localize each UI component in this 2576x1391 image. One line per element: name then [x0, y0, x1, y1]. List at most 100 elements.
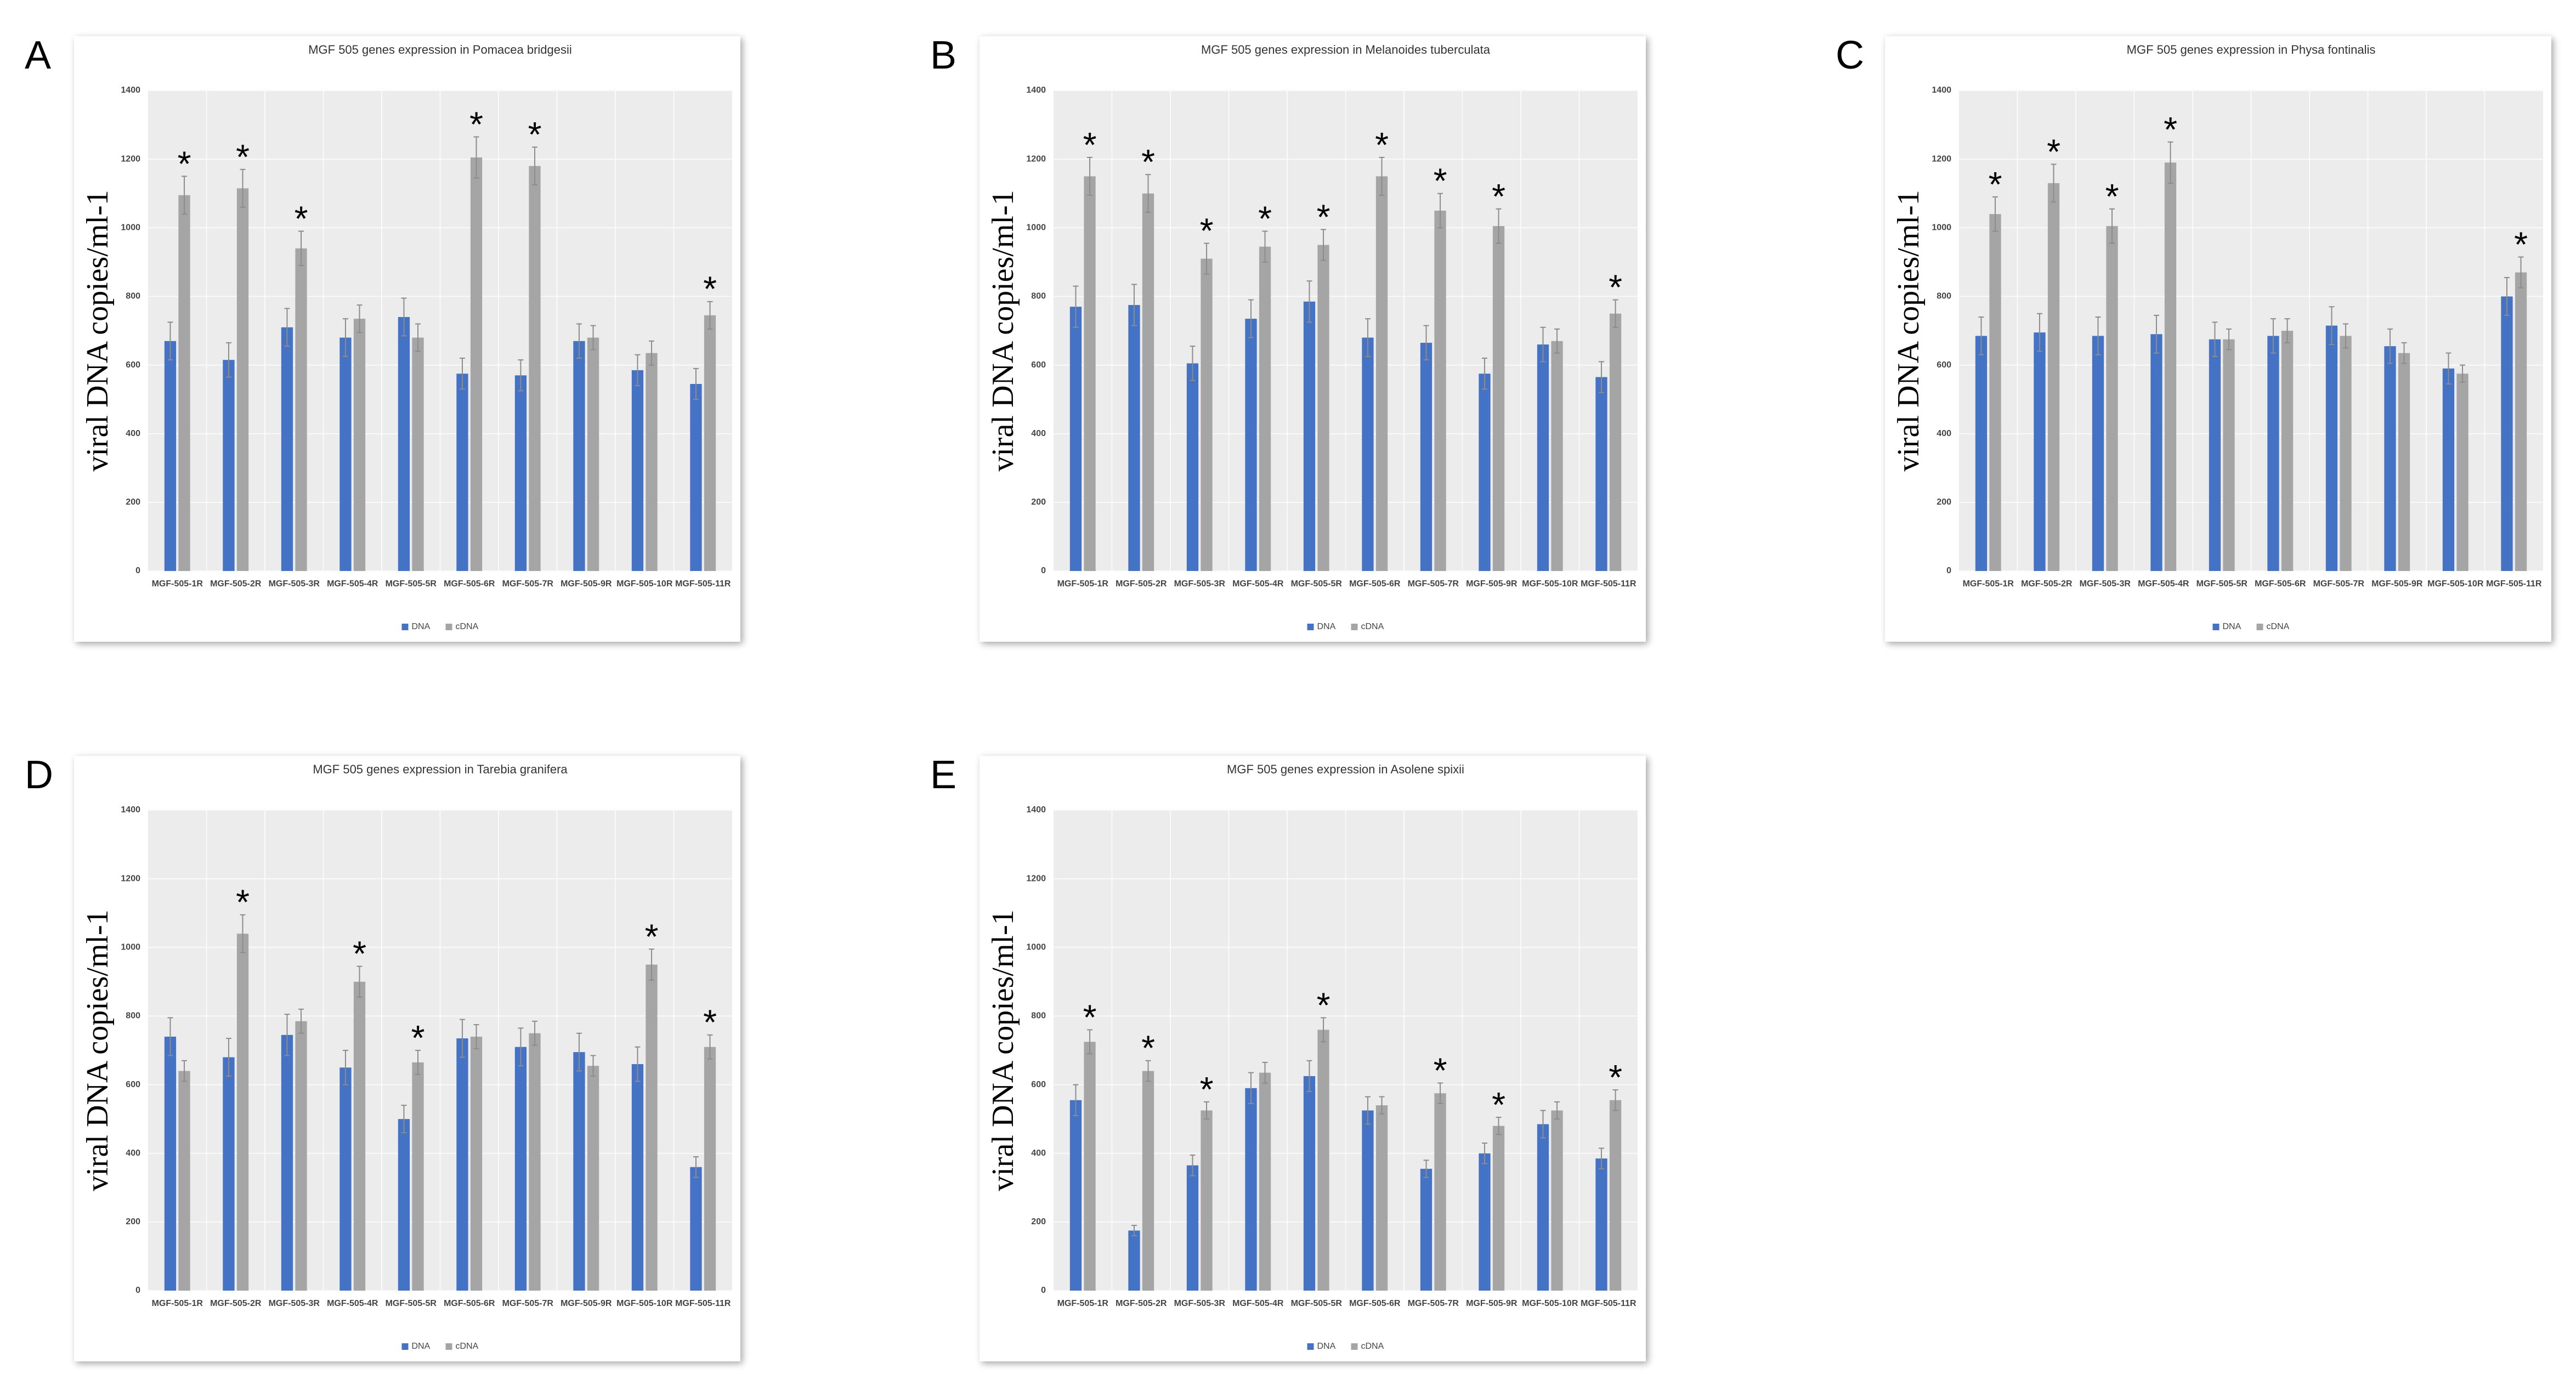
error-bar	[2445, 352, 2452, 384]
bar	[1420, 342, 1433, 571]
error-bar	[284, 1014, 290, 1056]
error-bar	[298, 230, 304, 267]
panel-label: E	[930, 753, 956, 797]
y-tick-label: 600	[126, 360, 140, 370]
error-bar	[1321, 229, 1327, 261]
error-bar	[590, 1055, 596, 1077]
error-bar	[1379, 157, 1385, 196]
legend-swatch	[2256, 624, 2263, 630]
legend-label: cDNA	[2267, 622, 2290, 631]
error-bar	[2460, 364, 2466, 383]
x-tick-label: MGF-505-9R	[2371, 579, 2423, 589]
y-tick-label: 1200	[1026, 874, 1046, 883]
legend-swatch	[445, 1343, 452, 1350]
error-bar	[2284, 318, 2290, 343]
x-tick-label: MGF-505-1R	[152, 1299, 203, 1308]
significance-mark: *	[1609, 1058, 1622, 1097]
significance-mark: *	[353, 934, 366, 974]
bar	[1069, 307, 1082, 571]
x-tick-label: MGF-505-6R	[444, 579, 495, 589]
bar	[1434, 211, 1446, 571]
error-bar	[1481, 358, 1487, 390]
y-tick-label: 400	[1031, 1149, 1046, 1158]
error-bar	[1554, 328, 1560, 354]
y-tick-label: 400	[1937, 429, 1951, 438]
bar	[2442, 368, 2455, 571]
y-tick-label: 1000	[1026, 943, 1046, 952]
significance-mark: *	[1492, 177, 1505, 216]
bar	[573, 341, 585, 571]
error-bar	[693, 367, 699, 400]
error-bar	[2167, 141, 2173, 184]
y-tick-label: 0	[1041, 1286, 1046, 1295]
legend-swatch	[445, 624, 452, 630]
error-bar	[1248, 299, 1254, 338]
legend-label: DNA	[2223, 622, 2241, 631]
error-bar	[284, 308, 290, 347]
error-bar	[1204, 242, 1210, 275]
error-bar	[1598, 361, 1604, 393]
bar	[1362, 1110, 1374, 1291]
bar	[2267, 336, 2279, 571]
y-tick-label: 1400	[121, 86, 140, 95]
x-tick-label: MGF-505-7R	[1408, 579, 1459, 589]
y-tick-label: 600	[1937, 360, 1951, 370]
chart-title: MGF 505 genes expression in Asolene spix…	[1227, 762, 1464, 776]
bar	[1375, 176, 1388, 571]
x-tick-label: MGF-505-3R	[269, 579, 320, 589]
significance-mark: *	[1083, 125, 1097, 165]
y-tick-label: 200	[126, 497, 140, 507]
y-axis-label: viral DNA copies/ml-1	[986, 909, 1020, 1191]
error-bar	[2153, 314, 2159, 354]
error-bar	[356, 304, 363, 333]
bar	[470, 157, 483, 571]
x-tick-label: MGF-505-5R	[1291, 579, 1343, 589]
chart-panel: MGF 505 genes expression in Melanoides t…	[980, 36, 1646, 642]
x-tick-label: MGF-505-10R	[616, 579, 673, 589]
bar	[646, 964, 658, 1291]
error-bar	[576, 1032, 582, 1072]
bar	[223, 360, 235, 571]
error-bar	[225, 1038, 231, 1077]
x-tick-label: MGF-505-3R	[1174, 1299, 1226, 1308]
x-tick-label: MGF-505-11R	[2486, 579, 2542, 589]
error-bar	[1978, 316, 1984, 355]
error-bar	[532, 1020, 538, 1046]
bar	[2515, 272, 2527, 572]
bar	[1609, 313, 1622, 571]
y-tick-label: 1400	[1026, 805, 1046, 815]
bar	[1551, 1110, 1563, 1291]
significance-mark: *	[1317, 985, 1331, 1025]
error-bar	[1612, 299, 1618, 328]
bar	[1375, 1105, 1388, 1291]
bar	[587, 337, 599, 571]
legend-swatch	[1351, 624, 1358, 630]
bar	[2034, 332, 2046, 571]
bar	[1434, 1093, 1446, 1291]
y-tick-label: 400	[126, 1149, 140, 1158]
bar	[2340, 336, 2352, 571]
error-bar	[298, 1008, 304, 1034]
error-bar	[182, 1060, 188, 1082]
bar	[339, 337, 352, 571]
x-tick-label: MGF-505-5R	[386, 579, 437, 589]
significance-mark: *	[1141, 142, 1155, 182]
error-bar	[518, 359, 524, 392]
significance-mark: *	[1375, 125, 1389, 165]
error-bar	[2095, 316, 2101, 355]
significance-mark: *	[469, 104, 483, 144]
x-tick-label: MGF-505-9R	[1466, 579, 1518, 589]
error-bar	[649, 340, 655, 366]
error-bar	[1554, 1101, 1560, 1120]
bar	[1186, 1165, 1199, 1291]
bar	[1609, 1100, 1622, 1291]
y-tick-label: 200	[1031, 1217, 1046, 1226]
bar	[704, 315, 716, 571]
legend-label: DNA	[1317, 622, 1336, 631]
error-bar	[1365, 1096, 1371, 1125]
bar	[178, 1071, 190, 1291]
bar	[1537, 344, 1549, 571]
error-bar	[2401, 342, 2407, 364]
y-tick-label: 400	[1031, 429, 1046, 438]
